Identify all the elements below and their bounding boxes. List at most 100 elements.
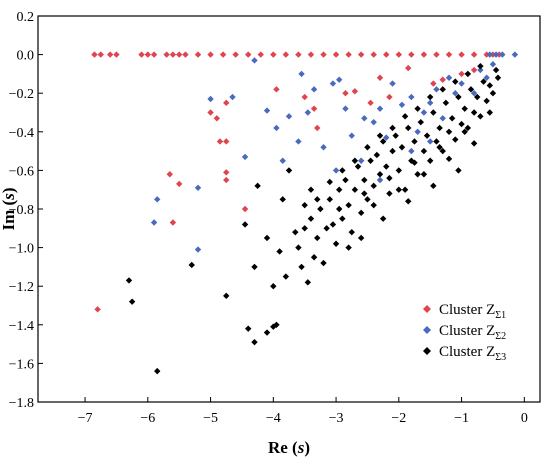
data-point-series-3 bbox=[326, 178, 333, 186]
data-point-series-2 bbox=[486, 51, 493, 58]
data-point-series-1 bbox=[219, 51, 227, 58]
data-point-series-1 bbox=[163, 51, 170, 58]
data-point-series-3 bbox=[398, 144, 406, 151]
data-point-series-1 bbox=[270, 51, 277, 58]
data-point-series-2 bbox=[383, 134, 390, 141]
data-point-series-3 bbox=[445, 155, 453, 163]
data-point-series-2 bbox=[263, 107, 271, 114]
axis-ticks: −7 −6 −5 −4 −3 −2 −1 0 0.2 0.0 −0.2 −0.4 −0.6 −0.8 −1.… bbox=[9, 10, 528, 426]
data-point-series-3 bbox=[223, 292, 230, 300]
data-point-series-2 bbox=[194, 184, 202, 191]
x-tick-label: −2 bbox=[391, 411, 406, 426]
x-axis-title: Re (s) bbox=[268, 438, 310, 457]
data-point-series-2 bbox=[458, 80, 465, 87]
data-points bbox=[91, 51, 519, 375]
data-point-series-2 bbox=[408, 147, 415, 155]
data-point-series-3 bbox=[345, 201, 352, 209]
data-point-series-3 bbox=[405, 124, 412, 132]
data-point-series-3 bbox=[489, 90, 497, 97]
data-point-series-3 bbox=[492, 66, 500, 74]
data-point-series-2 bbox=[445, 74, 453, 81]
data-point-series-3 bbox=[420, 147, 428, 155]
data-point-series-2 bbox=[229, 93, 236, 101]
data-point-series-2 bbox=[426, 138, 434, 145]
legend-marker-3 bbox=[423, 347, 431, 355]
data-point-series-3 bbox=[336, 205, 343, 213]
data-point-series-3 bbox=[430, 182, 437, 190]
data-point-series-3 bbox=[401, 113, 409, 120]
legend-label-3: Cluster ZΣ3 bbox=[439, 344, 506, 363]
data-point-series-1 bbox=[257, 51, 264, 58]
data-point-series-3 bbox=[480, 78, 487, 85]
data-point-series-1 bbox=[97, 51, 104, 58]
data-point-series-1 bbox=[223, 138, 230, 145]
data-point-series-2 bbox=[483, 74, 490, 81]
y-tick-label: −0.8 bbox=[9, 203, 34, 218]
data-point-series-3 bbox=[383, 163, 390, 170]
data-point-series-1 bbox=[376, 74, 384, 81]
y-tick-label: −0.6 bbox=[9, 164, 34, 179]
data-point-series-2 bbox=[279, 157, 286, 164]
data-point-series-3 bbox=[395, 167, 403, 174]
y-tick-label: 0.2 bbox=[17, 10, 35, 25]
data-point-series-1 bbox=[216, 138, 224, 145]
data-point-series-3 bbox=[455, 167, 462, 174]
x-tick-label: −3 bbox=[329, 411, 344, 426]
data-point-series-1 bbox=[357, 51, 365, 58]
data-point-series-3 bbox=[348, 228, 355, 236]
x-tick-label: −5 bbox=[203, 411, 218, 426]
data-point-series-3 bbox=[461, 105, 468, 112]
data-point-series-3 bbox=[426, 93, 434, 101]
data-point-series-2 bbox=[433, 86, 440, 93]
data-point-series-1 bbox=[232, 51, 239, 58]
data-point-series-3 bbox=[477, 62, 484, 70]
data-point-series-3 bbox=[411, 138, 418, 145]
data-point-series-3 bbox=[367, 157, 374, 164]
data-point-series-3 bbox=[326, 196, 333, 203]
data-point-series-2 bbox=[426, 99, 434, 107]
data-point-series-3 bbox=[436, 144, 443, 151]
data-point-series-1 bbox=[351, 88, 359, 95]
data-point-series-3 bbox=[445, 128, 453, 135]
data-point-series-2 bbox=[310, 86, 318, 93]
data-point-series-3 bbox=[417, 118, 424, 126]
data-point-series-3 bbox=[336, 186, 343, 193]
data-point-series-3 bbox=[354, 163, 362, 170]
data-point-series-3 bbox=[295, 244, 302, 251]
data-point-series-2 bbox=[452, 90, 459, 97]
data-point-series-2 bbox=[298, 70, 305, 78]
data-point-series-2 bbox=[329, 80, 337, 87]
data-point-series-1 bbox=[314, 124, 321, 132]
data-point-series-1 bbox=[273, 86, 280, 93]
data-point-series-3 bbox=[411, 159, 418, 166]
data-point-series-2 bbox=[357, 157, 365, 164]
data-point-series-1 bbox=[342, 90, 349, 97]
legend: Cluster ZΣ1 Cluster ZΣ2 Cluster ZΣ3 bbox=[423, 302, 506, 363]
data-point-series-2 bbox=[420, 109, 428, 116]
data-point-series-3 bbox=[389, 147, 396, 155]
data-point-series-3 bbox=[361, 190, 368, 197]
data-point-series-1 bbox=[213, 115, 221, 122]
data-point-series-2 bbox=[285, 113, 293, 120]
data-point-series-3 bbox=[282, 273, 290, 280]
y-tick-label: −1.8 bbox=[9, 396, 34, 411]
data-point-series-3 bbox=[251, 338, 258, 346]
data-point-series-3 bbox=[483, 97, 490, 105]
data-point-series-1 bbox=[439, 76, 446, 83]
data-point-series-3 bbox=[273, 321, 280, 328]
data-point-series-1 bbox=[241, 205, 249, 213]
data-point-series-1 bbox=[207, 51, 214, 58]
data-point-series-1 bbox=[458, 70, 465, 78]
data-point-series-3 bbox=[301, 225, 308, 232]
data-point-series-3 bbox=[364, 144, 371, 151]
data-point-series-3 bbox=[279, 196, 286, 203]
data-point-series-3 bbox=[433, 138, 440, 145]
data-point-series-1 bbox=[245, 51, 252, 58]
data-point-series-2 bbox=[408, 93, 415, 101]
data-point-series-3 bbox=[125, 277, 133, 284]
data-point-series-3 bbox=[477, 113, 484, 120]
data-point-series-2 bbox=[492, 51, 500, 58]
data-point-series-2 bbox=[348, 132, 355, 139]
data-point-series-1 bbox=[433, 51, 440, 58]
